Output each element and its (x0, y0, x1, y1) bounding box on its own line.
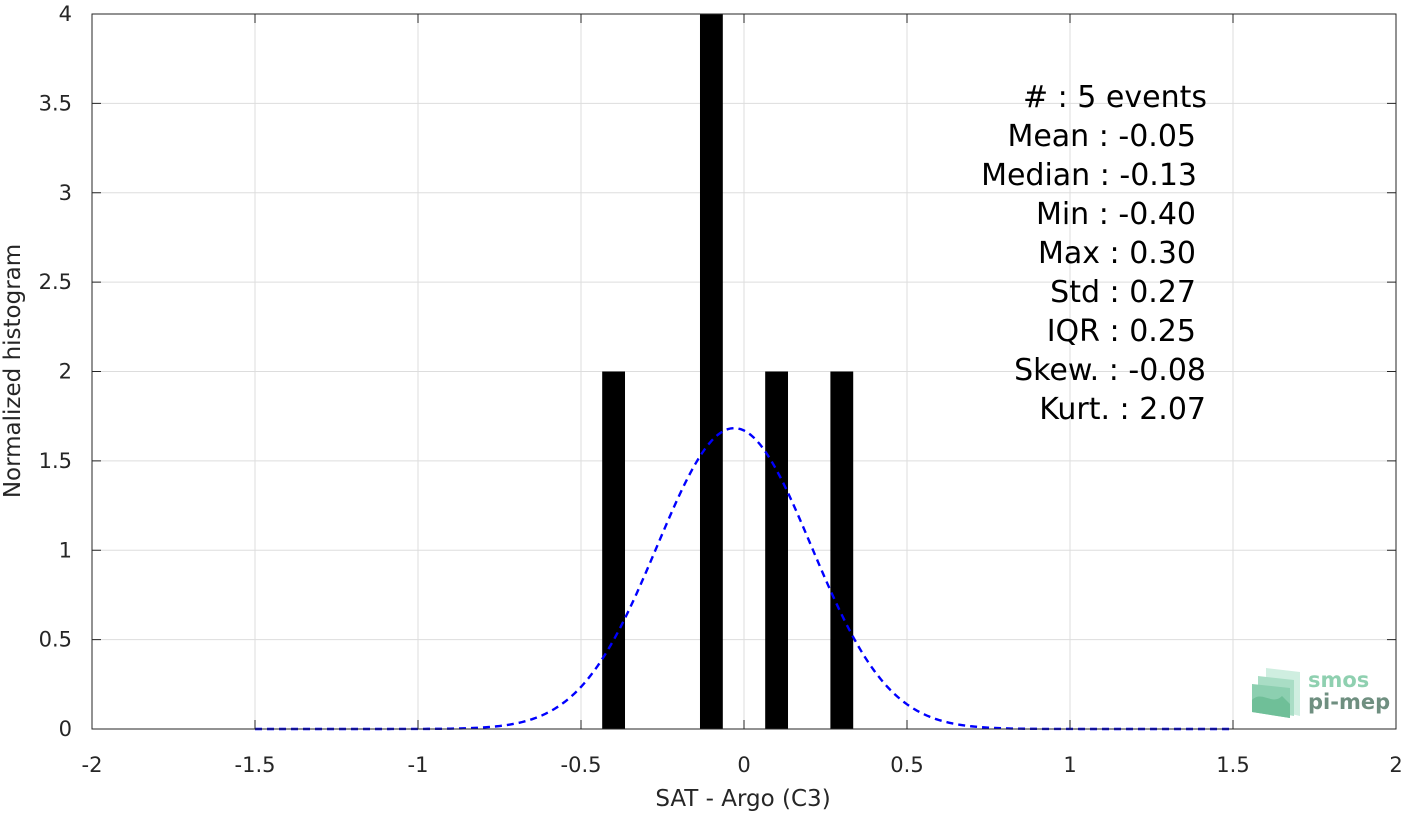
stat-line: Mean : -0.05 (1007, 119, 1196, 154)
x-tick-label: -1 (408, 753, 429, 777)
smos-pi-mep-logo: smos pi-mep (1252, 668, 1390, 718)
stat-line: Min : -0.40 (1036, 197, 1196, 232)
y-tick-label: 2 (59, 360, 72, 384)
x-tick-label: 1.5 (1216, 753, 1249, 777)
y-tick-label: 3.5 (39, 91, 72, 115)
histogram-bar-0 (602, 371, 626, 729)
x-tick-label: 0.5 (890, 753, 923, 777)
x-tick-labels: -2 -1.5 -1 -0.5 0 0.5 1 1.5 2 (82, 753, 1403, 777)
histogram-bar-1 (699, 14, 723, 729)
stat-line: Kurt. : 2.07 (1039, 392, 1206, 427)
stat-line: Median : -0.13 (981, 158, 1197, 193)
x-tick-label: 0 (737, 753, 750, 777)
statistics-annotation: # : 5 events Mean : -0.05 Median : -0.13 Mi… (981, 80, 1207, 427)
y-tick-label: 4 (59, 2, 72, 26)
stat-line: IQR : 0.25 (1047, 314, 1196, 349)
y-tick-label: 1.5 (39, 449, 72, 473)
y-tick-label: 0 (59, 717, 72, 741)
y-tick-label: 0.5 (39, 628, 72, 652)
stat-line: Skew. : -0.08 (1014, 353, 1206, 388)
stat-line: Std : 0.27 (1050, 275, 1196, 310)
histogram-bar-2 (765, 371, 789, 729)
x-tick-label: -0.5 (561, 753, 602, 777)
y-tick-label: 1 (59, 538, 72, 562)
logo-text-smos: smos (1308, 668, 1369, 692)
x-tick-label: 1 (1063, 753, 1076, 777)
stat-line: # : 5 events (1023, 80, 1207, 115)
x-axis-label: SAT - Argo (C3) (655, 786, 830, 812)
y-tick-label: 2.5 (39, 270, 72, 294)
x-tick-label: -1.5 (235, 753, 276, 777)
y-axis-label: Normalized histogram (0, 244, 26, 498)
axis-ticks (91, 13, 1397, 730)
y-tick-labels: 0 0.5 1 1.5 2 2.5 3 3.5 4 (39, 2, 72, 741)
histogram-bar-3 (830, 371, 854, 729)
logo-mark-icon (1252, 668, 1300, 718)
x-tick-label: 2 (1389, 753, 1402, 777)
stat-line: Max : 0.30 (1038, 236, 1196, 271)
histogram-bars (602, 14, 854, 729)
logo-text-pi-mep: pi-mep (1308, 690, 1390, 714)
y-tick-label: 3 (59, 181, 72, 205)
x-tick-label: -2 (82, 753, 103, 777)
